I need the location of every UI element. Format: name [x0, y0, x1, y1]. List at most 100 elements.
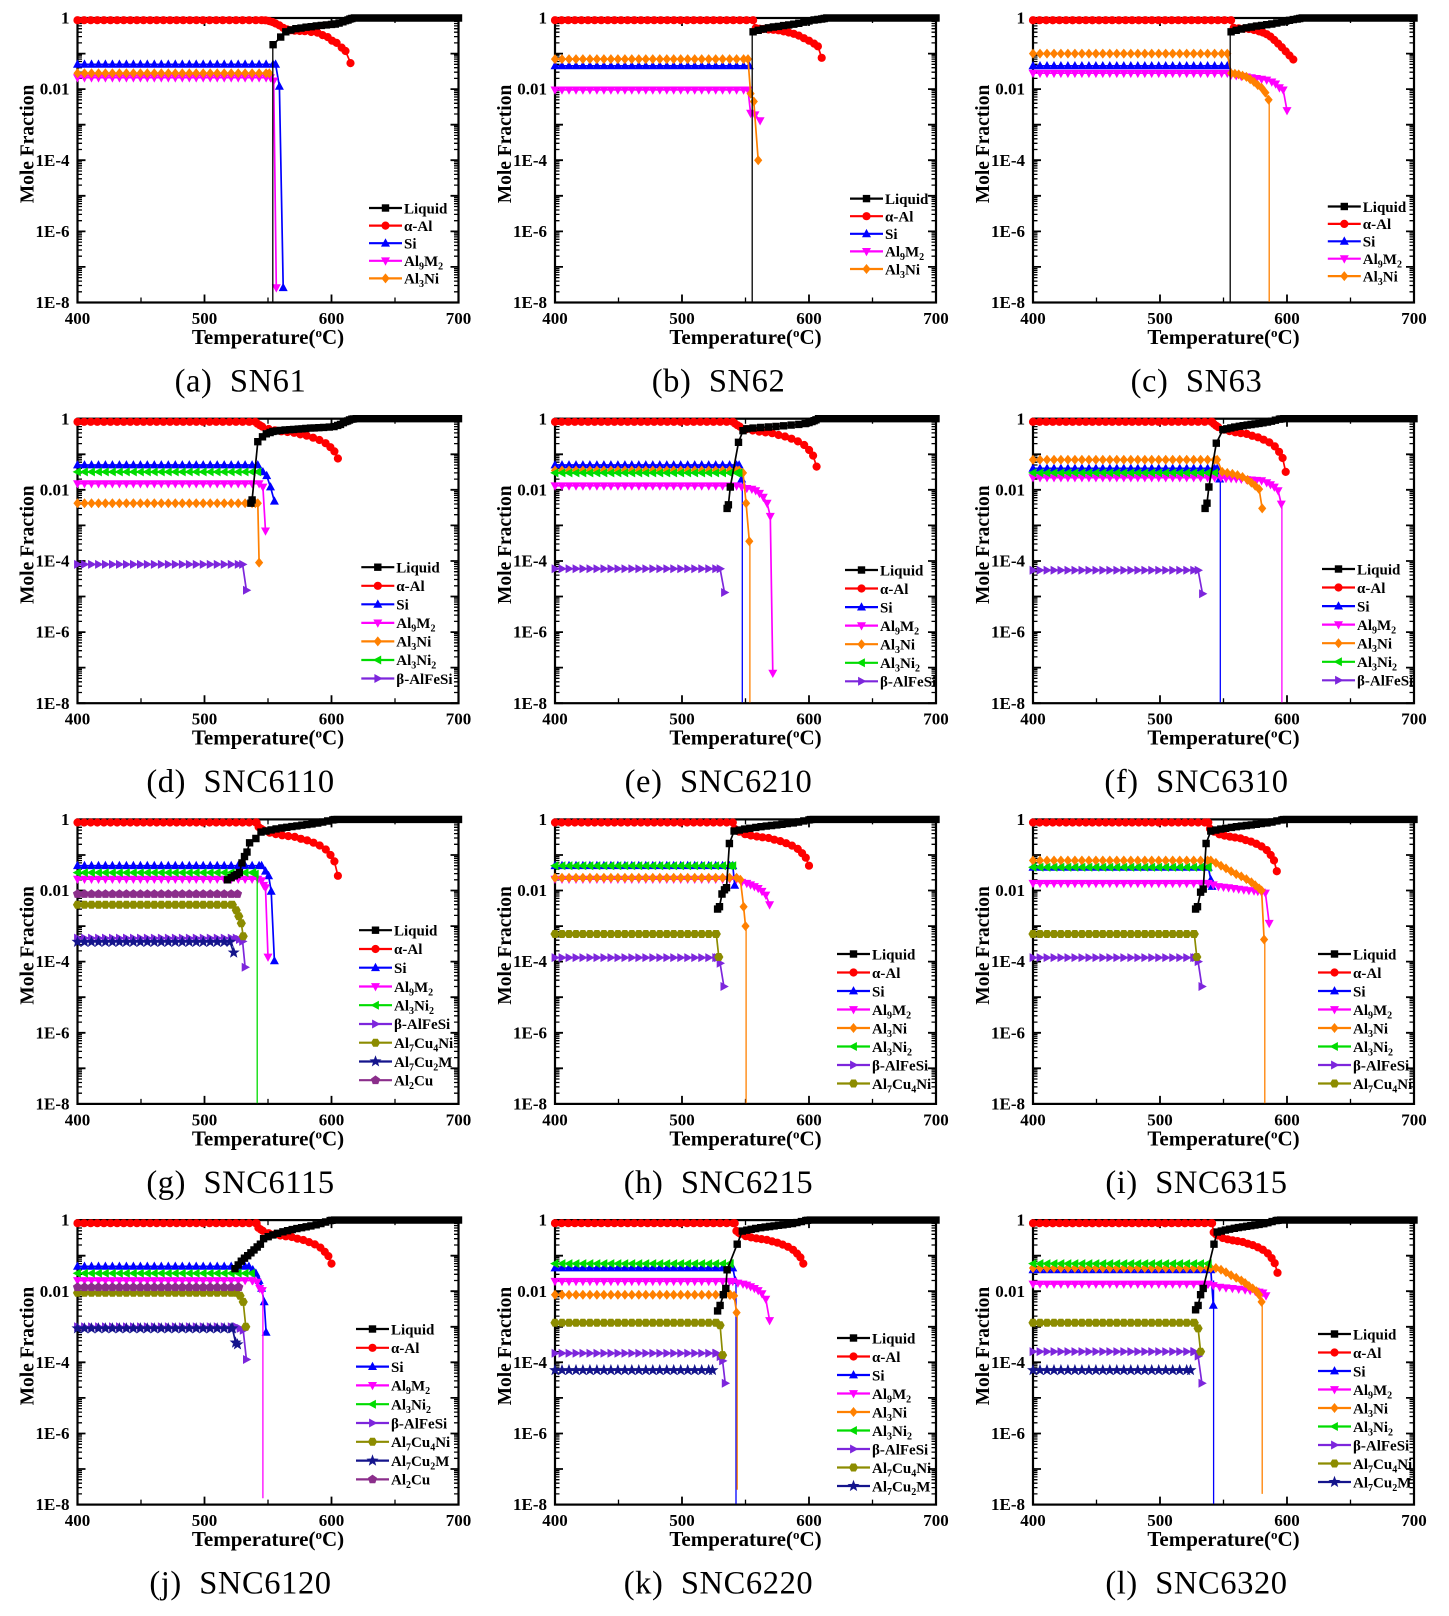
svg-text:1E-4: 1E-4 [36, 552, 71, 571]
svg-text:Temperature(oC): Temperature(oC) [669, 726, 821, 750]
svg-text:600: 600 [319, 710, 345, 729]
svg-text:Mole Fraction: Mole Fraction [973, 1287, 994, 1406]
svg-text:Temperature(oC): Temperature(oC) [192, 325, 344, 349]
svg-text:400: 400 [1020, 1110, 1046, 1129]
svg-text:Liquid: Liquid [1353, 947, 1397, 963]
svg-text:700: 700 [446, 309, 472, 328]
svg-text:(f) SNC6310: (f) SNC6310 [1104, 764, 1288, 800]
svg-text:1E-8: 1E-8 [36, 1095, 70, 1114]
svg-text:Liquid: Liquid [391, 1322, 435, 1338]
svg-text:Al3​Ni2​: Al3​Ni2​ [872, 1040, 912, 1059]
svg-text:Al3​Ni2​: Al3​Ni2​ [1357, 655, 1397, 674]
svg-text:(b) SN62: (b) SN62 [652, 364, 786, 400]
svg-text:Al3​Ni: Al3​Ni [1357, 637, 1392, 656]
svg-text:1E-8: 1E-8 [991, 1495, 1025, 1514]
svg-text:1E-4: 1E-4 [513, 1353, 548, 1372]
svg-text:1E-6: 1E-6 [991, 623, 1025, 642]
svg-text:700: 700 [446, 1511, 472, 1530]
svg-text:700: 700 [923, 1110, 949, 1129]
svg-text:700: 700 [923, 710, 949, 729]
svg-text:1E-8: 1E-8 [513, 694, 547, 713]
svg-text:Mole Fraction: Mole Fraction [495, 1287, 516, 1406]
svg-text:Al9​M2​: Al9​M2​ [404, 254, 443, 273]
svg-text:α-Al: α-Al [880, 582, 908, 598]
svg-text:0.01: 0.01 [995, 80, 1025, 99]
svg-text:Liquid: Liquid [1363, 200, 1407, 216]
svg-text:1E-4: 1E-4 [991, 952, 1026, 971]
svg-text:Mole Fraction: Mole Fraction [18, 1287, 39, 1406]
svg-text:Temperature(oC): Temperature(oC) [669, 325, 821, 349]
svg-text:Liquid: Liquid [1357, 562, 1401, 578]
svg-text:α-Al: α-Al [1357, 581, 1385, 597]
svg-text:α-Al: α-Al [885, 210, 913, 226]
svg-text:Mole Fraction: Mole Fraction [973, 886, 994, 1005]
svg-text:Temperature(oC): Temperature(oC) [192, 1126, 344, 1150]
svg-text:Al3​Ni2​: Al3​Ni2​ [394, 999, 434, 1018]
svg-text:500: 500 [192, 309, 218, 328]
svg-text:β-AlFeSi: β-AlFeSi [391, 1416, 447, 1432]
svg-text:400: 400 [542, 710, 568, 729]
svg-text:Al3​Ni: Al3​Ni [396, 635, 431, 654]
svg-text:400: 400 [542, 309, 568, 328]
svg-text:500: 500 [669, 1110, 695, 1129]
svg-text:600: 600 [1274, 1110, 1300, 1129]
svg-text:700: 700 [446, 710, 472, 729]
svg-text:α-Al: α-Al [404, 219, 432, 235]
svg-text:Si: Si [1363, 235, 1376, 251]
svg-text:Mole Fraction: Mole Fraction [18, 886, 39, 1005]
svg-text:Al9​M2​: Al9​M2​ [872, 1003, 911, 1022]
svg-text:Al2​Cu: Al2​Cu [394, 1074, 433, 1093]
svg-text:1E-6: 1E-6 [991, 1023, 1025, 1042]
svg-text:1: 1 [61, 1211, 70, 1230]
svg-text:Al7​Cu4​Ni: Al7​Cu4​Ni [1353, 1077, 1412, 1096]
svg-text:Al7​Cu4​Ni: Al7​Cu4​Ni [872, 1077, 931, 1096]
svg-text:1E-4: 1E-4 [513, 552, 548, 571]
svg-text:(j) SNC6120: (j) SNC6120 [149, 1566, 331, 1602]
svg-text:(h) SNC6215: (h) SNC6215 [624, 1165, 814, 1201]
svg-text:700: 700 [1401, 1511, 1427, 1530]
svg-text:Mole Fraction: Mole Fraction [495, 85, 516, 204]
svg-text:Al3​Ni2​: Al3​Ni2​ [1353, 1040, 1393, 1059]
svg-text:β-AlFeSi: β-AlFeSi [1357, 674, 1413, 690]
svg-text:Si: Si [396, 598, 409, 614]
svg-text:Si: Si [1353, 984, 1366, 1000]
svg-text:400: 400 [65, 1110, 91, 1129]
svg-text:1: 1 [1017, 1211, 1026, 1230]
svg-text:Al9​M2​: Al9​M2​ [1357, 618, 1396, 637]
svg-text:500: 500 [1147, 309, 1173, 328]
svg-text:1E-6: 1E-6 [36, 623, 70, 642]
svg-text:1E-4: 1E-4 [36, 151, 71, 170]
svg-text:600: 600 [319, 1110, 345, 1129]
svg-text:Al3​Ni2​: Al3​Ni2​ [872, 1424, 912, 1443]
svg-text:Liquid: Liquid [404, 201, 448, 217]
svg-text:Temperature(oC): Temperature(oC) [1147, 1126, 1299, 1150]
svg-text:Si: Si [394, 961, 407, 977]
svg-text:Si: Si [872, 984, 885, 1000]
svg-text:Liquid: Liquid [394, 924, 438, 940]
svg-text:600: 600 [796, 710, 822, 729]
svg-text:Al7​Cu4​Ni: Al7​Cu4​Ni [872, 1461, 931, 1480]
svg-text:Liquid: Liquid [885, 192, 929, 208]
svg-text:1E-6: 1E-6 [36, 1424, 70, 1443]
svg-text:Al7​Cu2​M: Al7​Cu2​M [1353, 1475, 1411, 1494]
svg-text:(k) SNC6220: (k) SNC6220 [624, 1566, 814, 1602]
svg-text:Al2​Cu: Al2​Cu [391, 1473, 430, 1492]
svg-text:Mole Fraction: Mole Fraction [973, 85, 994, 204]
svg-text:0.01: 0.01 [517, 480, 547, 499]
svg-text:Mole Fraction: Mole Fraction [973, 485, 994, 604]
svg-text:1E-8: 1E-8 [36, 293, 70, 312]
svg-text:Al9​M2​: Al9​M2​ [396, 616, 435, 635]
svg-text:600: 600 [796, 309, 822, 328]
svg-text:1E-6: 1E-6 [513, 1424, 547, 1443]
svg-text:700: 700 [1401, 309, 1427, 328]
svg-text:α-Al: α-Al [391, 1341, 419, 1357]
svg-text:0.01: 0.01 [40, 480, 70, 499]
svg-text:600: 600 [796, 1110, 822, 1129]
svg-text:Temperature(oC): Temperature(oC) [1147, 325, 1299, 349]
svg-text:Al7​Cu4​Ni: Al7​Cu4​Ni [394, 1036, 453, 1055]
svg-text:β-AlFeSi: β-AlFeSi [872, 1058, 928, 1074]
svg-text:Mole Fraction: Mole Fraction [18, 85, 39, 204]
svg-text:α-Al: α-Al [1353, 966, 1381, 982]
svg-text:(l) SNC6320: (l) SNC6320 [1105, 1566, 1287, 1602]
svg-text:Al7​Cu2​M: Al7​Cu2​M [872, 1479, 930, 1498]
